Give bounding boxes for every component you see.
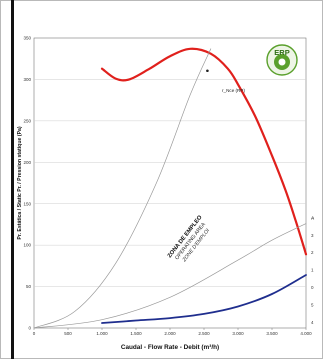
x-tick-label: 2.500 bbox=[198, 331, 210, 336]
x-axis-label: Caudal - Flow Rate - Debit (m³/h) bbox=[121, 344, 219, 351]
y-tick-label: 250 bbox=[23, 118, 31, 123]
x-tick-label: 2.000 bbox=[164, 331, 176, 336]
x-tick-label: 500 bbox=[64, 331, 72, 336]
x-tick-label: 4.000 bbox=[300, 331, 312, 336]
right-scale-label: 3 bbox=[311, 233, 314, 238]
series-fan-line bbox=[100, 47, 308, 256]
x-tick-label: 0 bbox=[33, 331, 36, 336]
series-limit-lower-line bbox=[33, 223, 307, 329]
x-tick-label: 1.000 bbox=[96, 331, 108, 336]
series-power-line bbox=[101, 274, 307, 324]
plot-area bbox=[33, 37, 307, 329]
y-tick-label: 300 bbox=[23, 77, 31, 82]
y-tick-label: 0 bbox=[28, 326, 31, 331]
y-tick-label: 350 bbox=[23, 36, 31, 41]
curves bbox=[33, 47, 308, 329]
left-border-bar bbox=[11, 0, 14, 359]
erp-logo-text: ERP bbox=[274, 48, 289, 57]
x-tick-label: 3.500 bbox=[266, 331, 278, 336]
right-scale-label: 0 bbox=[311, 285, 314, 290]
rpm-marker bbox=[206, 69, 209, 73]
series-limit-upper-line bbox=[33, 48, 212, 329]
y-tick-label: 200 bbox=[23, 160, 31, 165]
x-tick-label: 1.500 bbox=[130, 331, 142, 336]
right-scale-label: 5 bbox=[311, 302, 314, 307]
erp-logo: ERP bbox=[266, 44, 298, 76]
y-tick-label: 50 bbox=[26, 284, 32, 289]
rpm-label: r_Nce (RP) bbox=[222, 88, 245, 93]
y-tick-label: 100 bbox=[23, 243, 31, 248]
right-scale-label: A bbox=[311, 215, 315, 220]
right-scale-label: 2 bbox=[311, 250, 314, 255]
right-scale-label: 4 bbox=[311, 320, 314, 325]
y-axis-label: Pr. Estática / Static Pr. / Pression sta… bbox=[17, 126, 23, 240]
erp-logo-dot bbox=[278, 58, 286, 66]
right-scale-label: 1 bbox=[311, 268, 314, 273]
grid bbox=[33, 79, 307, 330]
x-tick-label: 3.000 bbox=[232, 331, 244, 336]
y-tick-label: 150 bbox=[23, 201, 31, 206]
